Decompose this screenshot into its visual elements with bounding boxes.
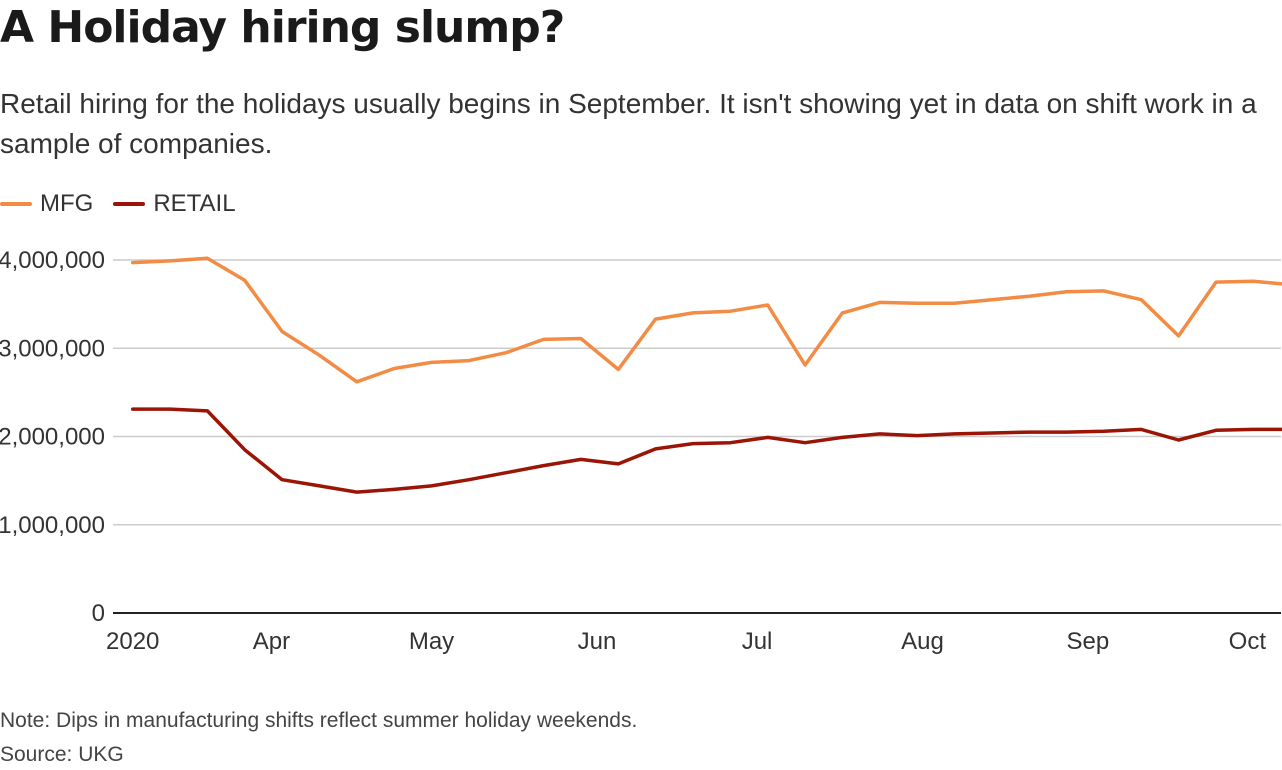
x-tick-label: 2020 (106, 628, 159, 655)
legend-item-retail: RETAIL (113, 190, 236, 218)
legend-label-retail: RETAIL (153, 190, 236, 217)
x-tick-label: Jul (742, 628, 773, 655)
chart-subtitle: Retail hiring for the holidays usually b… (0, 88, 1257, 159)
x-tick-label: Sep (1067, 628, 1110, 655)
y-tick-label: 1,000,000 (0, 512, 105, 539)
x-tick-label: Aug (901, 628, 944, 655)
chart-legend: MFG RETAIL (0, 189, 256, 219)
chart-source: Source: UKG (0, 743, 124, 766)
x-tick-label: Apr (253, 628, 290, 655)
y-tick-label: 4,000,000 (0, 247, 105, 274)
y-tick-label: 2,000,000 (0, 424, 105, 451)
x-tick-label: Oct (1229, 628, 1267, 655)
legend-label-mfg: MFG (40, 190, 94, 217)
chart-title: A Holiday hiring slump? (0, 2, 565, 53)
series-line-mfg (130, 256, 1282, 384)
y-tick-label: 0 (92, 600, 105, 627)
legend-item-mfg: MFG (0, 190, 93, 218)
legend-swatch-mfg (0, 202, 32, 206)
legend-swatch-retail (113, 202, 146, 206)
chart-note: Note: Dips in manufacturing shifts refle… (0, 709, 638, 732)
y-tick-label: 3,000,000 (0, 335, 105, 362)
x-tick-label: May (409, 628, 454, 655)
line-chart: 0 1,000,000 2,000,000 3,000,000 4,000,000 202… (0, 247, 1282, 655)
x-tick-label: Jun (578, 628, 617, 655)
series-line-retail (130, 407, 1282, 494)
